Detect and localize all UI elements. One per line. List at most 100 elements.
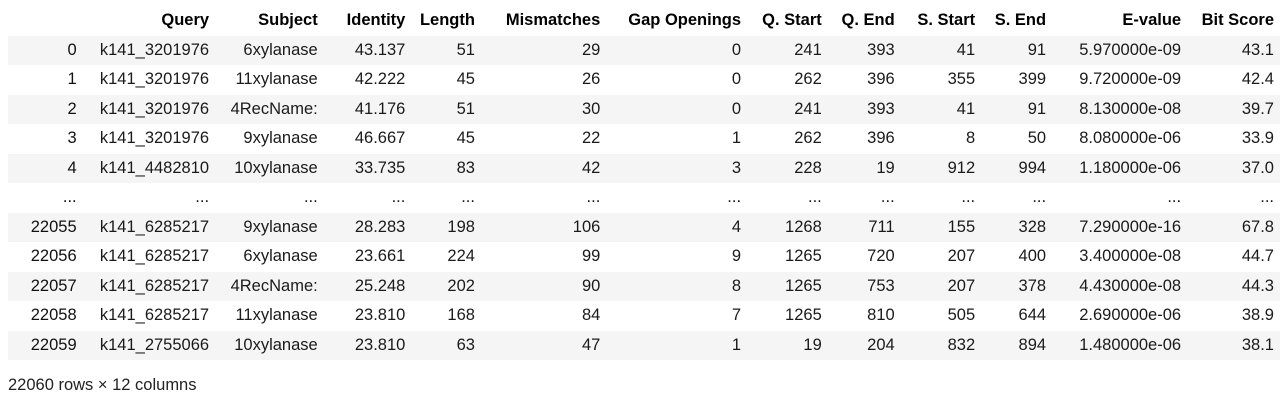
table-cell: 28.283 [354,217,406,236]
table-cell: 38.1 [1241,335,1274,354]
table-cell: 241 [794,40,822,59]
table-cell: 33.9 [1241,129,1274,148]
table-cell: 207 [947,247,976,266]
table-cell: 91 [1027,99,1047,118]
table-row: 22057 k141_6285217 4RecName: 25.248 202 90 8 12… [8,271,1280,301]
table-cell: 50 [1027,129,1047,148]
table-row: 0 k141_3201976 6xylanase 43.137 51 29 0 241 393 4… [8,35,1280,65]
table-row: 22055 k141_6285217 9xylanase 28.283 198 106 4 1… [8,212,1280,242]
table-cell: 168 [447,306,475,325]
table-cell: ... [961,188,976,207]
table-cell: k141_6285217 [99,247,210,266]
table-body: 0 k141_3201976 6xylanase 43.137 51 29 0 241 393 4… [8,35,1280,360]
table-cell: 6xylanase [243,40,318,59]
table-cell: 41 [956,40,976,59]
table-cell: 0 [731,40,742,59]
table-cell: 91 [1027,40,1047,59]
table-cell: 810 [867,306,895,325]
table-cell: 67.8 [1241,217,1274,236]
column-header-s-end: S. End [981,6,1053,36]
table-cell: ... [1167,188,1182,207]
table-cell: 393 [867,40,895,59]
table-cell: 912 [947,158,976,177]
table-cell: k141_6285217 [99,276,210,295]
column-header-length: Length [411,6,481,36]
table-cell: 39.7 [1241,99,1274,118]
table-cell: 38.9 [1241,306,1274,325]
row-index: 22058 [30,306,77,325]
table-cell: 399 [1018,70,1047,89]
table-cell: 202 [447,276,475,295]
table-cell: 41 [956,99,976,118]
table-cell: ... [586,188,601,207]
table-row: 22056 k141_6285217 6xylanase 23.661 224 99 9 12… [8,242,1280,272]
table-cell: k141_3201976 [99,40,210,59]
table-row: 2 k141_3201976 4RecName: 41.176 51 30 0 241 393 4… [8,94,1280,124]
column-header-mismatches: Mismatches [480,6,607,36]
table-cell: 63 [456,335,475,354]
table-cell: 23.810 [354,306,406,325]
table-cell: 23.810 [354,335,406,354]
table-cell: 400 [1018,247,1047,266]
table-cell: k141_3201976 [99,70,210,89]
table-cell: 30 [581,99,601,118]
table-cell: 207 [947,276,976,295]
table-cell: 228 [794,158,822,177]
table-cell: 1265 [785,247,822,266]
table-cell: 6xylanase [243,247,318,266]
table-cell: 328 [1018,217,1047,236]
table-cell: 26 [581,70,601,89]
table-cell: 44.3 [1241,276,1274,295]
table-cell: 45 [456,70,475,89]
table-cell: 1 [731,129,742,148]
table-cell: k141_6285217 [99,306,210,325]
table-cell: 505 [947,306,976,325]
table-row: 3 k141_3201976 9xylanase 46.667 45 22 1 262 396 8… [8,124,1280,154]
index-header [8,6,83,36]
table-cell: 8.130000e-08 [1079,99,1182,118]
table-cell: ... [1260,188,1274,207]
table-cell: 19 [803,335,822,354]
table-cell: 393 [867,99,895,118]
table-cell: k141_2755066 [99,335,210,354]
table-cell: 4 [731,217,742,236]
table-cell: 7 [731,306,742,325]
table-cell: 33.735 [354,158,406,177]
table-cell: 10xylanase [234,335,318,354]
row-index: 2 [67,99,77,118]
table-cell: ... [1032,188,1047,207]
table-cell: 204 [867,335,895,354]
table-cell: 894 [1018,335,1047,354]
table-cell: 396 [867,70,895,89]
table-cell: 2.690000e-06 [1079,306,1182,325]
table-cell: 45 [456,129,475,148]
table-cell: ... [808,188,822,207]
column-header-q-start: Q. Start [747,6,828,36]
table-cell: 23.661 [354,247,406,266]
column-header-query: Query [82,6,216,36]
table-cell: 9.720000e-09 [1079,70,1182,89]
table-cell: 9xylanase [243,129,318,148]
row-index: 22057 [30,276,77,295]
table-cell: 11xylanase [235,70,318,89]
table-cell: 396 [867,129,895,148]
dataframe-table: Query Subject Identity Length Mismatches… [8,6,1280,360]
table-cell: k141_4482810 [99,158,210,177]
table-cell: 224 [447,247,475,266]
table-cell: 241 [794,99,822,118]
row-index: 3 [67,129,77,148]
table-cell: ... [727,188,742,207]
column-header-q-end: Q. End [827,6,901,36]
column-header-s-start: S. Start [900,6,982,36]
table-cell: 47 [581,335,601,354]
column-header-identity: Identity [323,6,412,36]
dataframe-shape-label: 22060 rows × 12 columns [8,376,197,394]
table-cell: 22 [581,129,601,148]
table-cell: 0 [731,99,742,118]
table-cell: 720 [867,247,895,266]
table-row: 22059 k141_2755066 10xylanase 23.810 63 47 1 19… [8,330,1280,360]
table-cell: ... [461,188,475,207]
row-index: 22056 [30,247,77,266]
table-cell: 83 [456,158,475,177]
